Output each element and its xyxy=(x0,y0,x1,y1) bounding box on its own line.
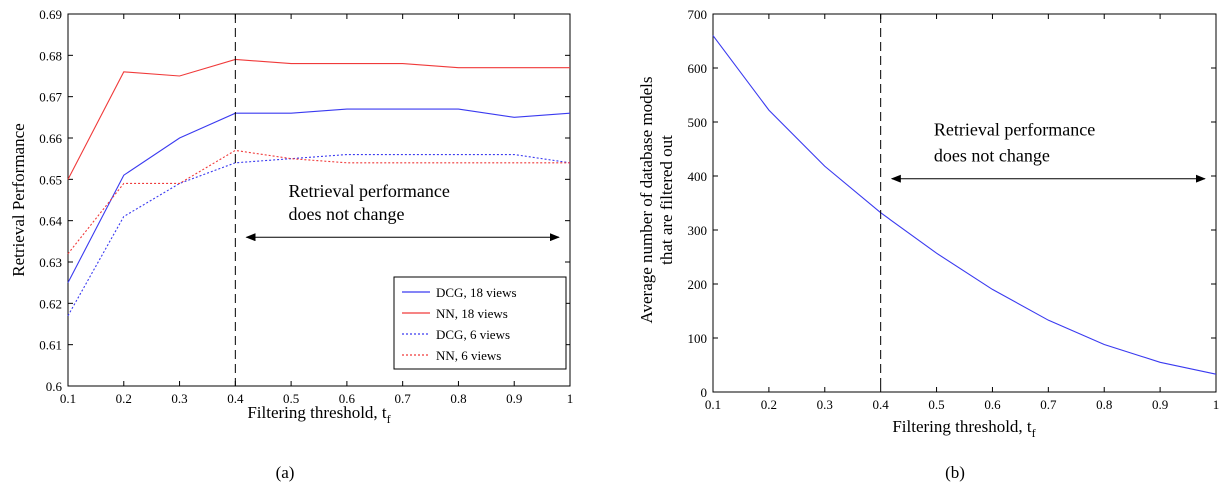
chart-b-ticks: 0.1 0.2 0.3 0.4 0.5 0.6 0.7 0.8 0.9 1 0 100 200 300 40… xyxy=(688,7,1220,412)
b-y-tick-label: 400 xyxy=(688,169,708,184)
a-x-tick-label: 0.7 xyxy=(395,391,412,406)
b-x-tick-label: 0.8 xyxy=(1096,397,1112,412)
chart-a-legend-entry: DCG, 18 views xyxy=(436,285,517,300)
a-x-tick-label: 0.8 xyxy=(450,391,466,406)
chart-a-plot-frame xyxy=(67,13,571,387)
a-y-tick-label: 0.66 xyxy=(39,131,62,146)
a-y-tick-label: 0.6 xyxy=(46,379,63,394)
a-series-line-4 xyxy=(67,149,570,255)
chart-a-legend-entry: NN, 18 views xyxy=(436,306,508,321)
chart-a-x-axis-label: Filtering threshold, tf xyxy=(247,403,390,426)
b-series-line-1 xyxy=(712,35,1217,375)
chart-a-annotation-line2: does not change xyxy=(288,204,404,224)
chart-a-legend: DCG, 18 views NN, 18 views DCG, 6 views NN,… xyxy=(393,276,567,370)
a-x-tick-label: 1 xyxy=(567,391,574,406)
chart-b-y-axis-label-line1: Average number of database models xyxy=(637,76,656,323)
a-y-tick-label: 0.61 xyxy=(39,338,62,353)
a-series-line-1 xyxy=(67,108,571,283)
b-x-tick-label: 0.7 xyxy=(1040,397,1057,412)
chart-b-x-axis-label: Filtering threshold, tf xyxy=(892,417,1035,440)
a-x-tick-label: 0.3 xyxy=(171,391,187,406)
b-y-tick-label: 200 xyxy=(688,277,708,292)
b-x-tick-label: 0.9 xyxy=(1152,397,1168,412)
chart-b-x-axis-label-subscript: f xyxy=(1032,426,1036,440)
b-x-tick-label: 0.5 xyxy=(928,397,944,412)
b-y-tick-label: 0 xyxy=(701,385,708,400)
b-y-tick-label: 100 xyxy=(688,331,708,346)
chart-a: 0.1 0.2 0.3 0.4 0.5 0.6 0.7 0.8 0.9 1 0.6 0.61 0.62 0… xyxy=(9,7,573,482)
chart-b-x-axis-label-main: Filtering threshold, t xyxy=(892,417,1032,436)
a-x-tick-label: 0.5 xyxy=(283,391,299,406)
chart-a-x-axis-label-subscript: f xyxy=(387,412,391,426)
b-x-tick-label: 0.1 xyxy=(705,397,721,412)
b-x-tick-label: 0.6 xyxy=(984,397,1001,412)
chart-a-x-axis-label-main: Filtering threshold, t xyxy=(247,403,387,422)
chart-b-panel-label: (b) xyxy=(945,463,965,482)
a-x-tick-label: 0.2 xyxy=(116,391,132,406)
b-x-tick-label: 0.3 xyxy=(817,397,833,412)
a-y-tick-label: 0.63 xyxy=(39,255,62,270)
a-x-tick-label: 0.9 xyxy=(506,391,522,406)
chart-a-y-axis-label: Retrieval Performance xyxy=(9,123,28,276)
a-y-tick-label: 0.65 xyxy=(39,172,62,187)
b-y-tick-label: 300 xyxy=(688,223,708,238)
b-x-tick-label: 1 xyxy=(1213,397,1220,412)
chart-b-y-axis-label-line2: that are filtered out xyxy=(657,135,676,265)
a-series-line-2 xyxy=(67,58,570,180)
chart-b: 0.1 0.2 0.3 0.4 0.5 0.6 0.7 0.8 0.9 1 0 100 200 300 40… xyxy=(637,7,1219,482)
b-y-tick-label: 700 xyxy=(688,7,708,22)
a-series-line-3 xyxy=(67,153,571,317)
a-x-tick-label: 0.1 xyxy=(60,391,76,406)
chart-b-series xyxy=(712,35,1217,375)
b-y-tick-label: 500 xyxy=(688,115,708,130)
b-y-tick-label: 600 xyxy=(688,61,708,76)
chart-a-panel-label: (a) xyxy=(276,463,295,482)
chart-b-annotation-line2: does not change xyxy=(934,146,1050,166)
chart-b-plot-frame xyxy=(712,13,1217,393)
a-x-tick-label: 0.6 xyxy=(339,391,356,406)
a-y-tick-label: 0.62 xyxy=(39,296,62,311)
a-y-tick-label: 0.67 xyxy=(39,90,62,105)
chart-b-annotation-line1: Retrieval performance xyxy=(934,120,1095,140)
chart-a-legend-entry: DCG, 6 views xyxy=(436,327,510,342)
chart-a-ticks: 0.1 0.2 0.3 0.4 0.5 0.6 0.7 0.8 0.9 1 0.6 0.61 0.62 0… xyxy=(39,7,573,406)
chart-a-legend-entry: NN, 6 views xyxy=(436,348,501,363)
a-y-tick-label: 0.64 xyxy=(39,214,62,229)
chart-a-annotation-line1: Retrieval performance xyxy=(288,181,449,201)
a-y-tick-label: 0.69 xyxy=(39,7,62,22)
a-x-tick-label: 0.4 xyxy=(227,391,244,406)
b-x-tick-label: 0.4 xyxy=(873,397,890,412)
a-y-tick-label: 0.68 xyxy=(39,48,62,63)
b-x-tick-label: 0.2 xyxy=(761,397,777,412)
chart-a-series xyxy=(67,58,571,317)
